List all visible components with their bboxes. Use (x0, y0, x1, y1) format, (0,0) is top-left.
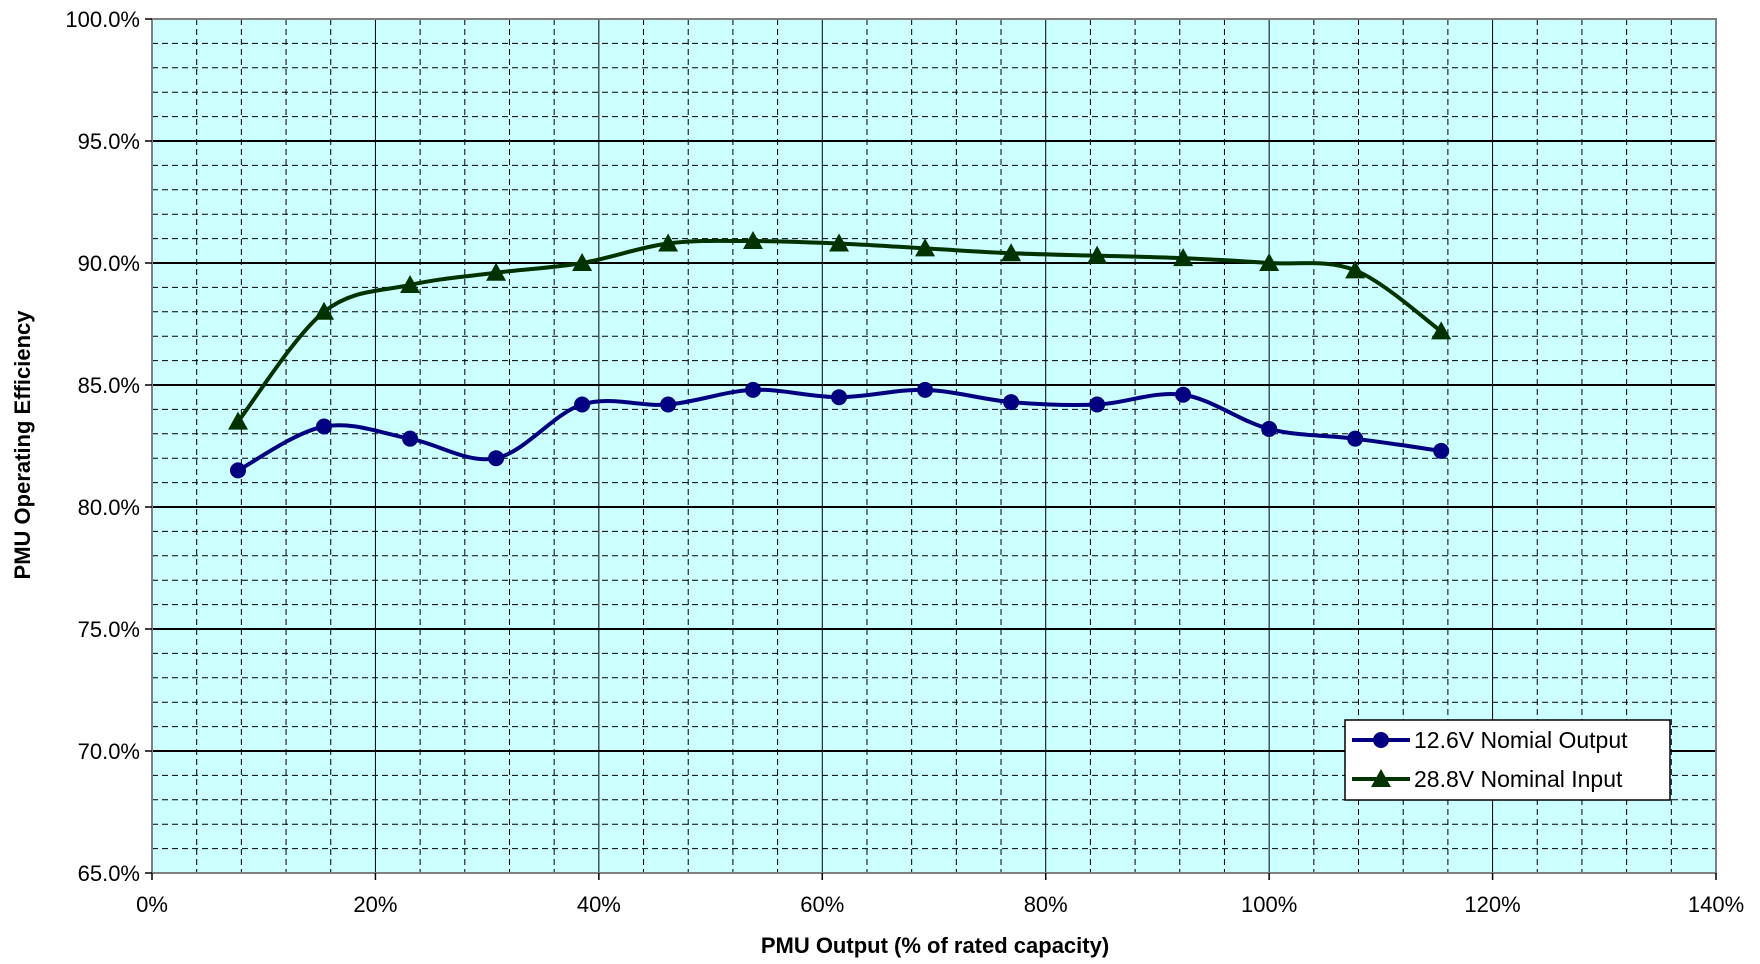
plot-border (151, 18, 1717, 874)
data-point (1175, 386, 1192, 403)
x-tick-label: 140% (1688, 892, 1744, 917)
y-tick-label: 65.0% (78, 861, 140, 886)
data-point (660, 396, 677, 413)
y-tick-label: 85.0% (78, 373, 140, 398)
data-point (1259, 253, 1280, 271)
x-tick-label: 100% (1241, 892, 1297, 917)
x-tick-label: 120% (1464, 892, 1520, 917)
data-point (1087, 245, 1108, 264)
data-point (745, 381, 762, 398)
y-axis-ticks: 65.0% 70.0% 75.0% 80.0% 85.0% 90.0% 95.0% 100.0… (65, 7, 152, 886)
data-point (402, 430, 419, 447)
legend: 12.6V Nomial Output 28.8V Nominal Input (1344, 719, 1671, 801)
data-point (1173, 248, 1194, 267)
legend-item-series-1: 12.6V Nomial Output (1352, 727, 1628, 753)
series-2 (228, 231, 1452, 430)
x-tick-label: 40% (577, 892, 621, 917)
data-point (1345, 260, 1366, 279)
y-tick-label: 80.0% (78, 495, 140, 520)
data-point (1347, 430, 1364, 447)
data-point (1433, 442, 1450, 459)
legend-label: 12.6V Nomial Output (1414, 727, 1628, 753)
data-point (400, 274, 421, 293)
data-point (1003, 394, 1020, 411)
data-point (743, 231, 764, 250)
x-tick-label: 0% (136, 892, 168, 917)
y-tick-label: 100.0% (65, 7, 140, 32)
x-tick-label: 60% (800, 892, 844, 917)
y-tick-label: 90.0% (78, 251, 140, 276)
data-point (486, 262, 507, 281)
data-point (915, 238, 936, 257)
data-point (829, 233, 850, 252)
legend-label: 28.8V Nominal Input (1414, 766, 1623, 792)
y-tick-label: 70.0% (78, 739, 140, 764)
data-point (1089, 396, 1106, 413)
data-point (1001, 243, 1022, 262)
legend-marker-triangle (1371, 769, 1391, 787)
data-point (314, 301, 335, 320)
data-point (572, 253, 593, 271)
data-point (316, 418, 333, 435)
x-tick-label: 20% (353, 892, 397, 917)
y-tick-label: 75.0% (78, 617, 140, 642)
data-point (574, 396, 591, 413)
series-layer (228, 231, 1452, 479)
x-axis-title: PMU Output (% of rated capacity) (761, 933, 1109, 958)
data-point (1431, 321, 1452, 340)
data-point (831, 389, 848, 406)
x-tick-label: 80% (1024, 892, 1068, 917)
x-axis-ticks: 0% 20% 40% 60% 80% 100% 120% 140% (136, 873, 1744, 917)
data-point (230, 462, 247, 479)
data-point (1261, 420, 1278, 437)
series-1 (230, 381, 1450, 479)
data-point (658, 233, 679, 252)
y-tick-label: 95.0% (78, 129, 140, 154)
data-point (228, 411, 249, 430)
y-axis-title: PMU Operating Efficiency (10, 310, 35, 580)
legend-marker-circle (1373, 732, 1389, 748)
legend-item-series-2: 28.8V Nominal Input (1352, 766, 1623, 792)
data-point (917, 381, 934, 398)
data-point (488, 450, 505, 467)
legend-box (1344, 719, 1671, 801)
